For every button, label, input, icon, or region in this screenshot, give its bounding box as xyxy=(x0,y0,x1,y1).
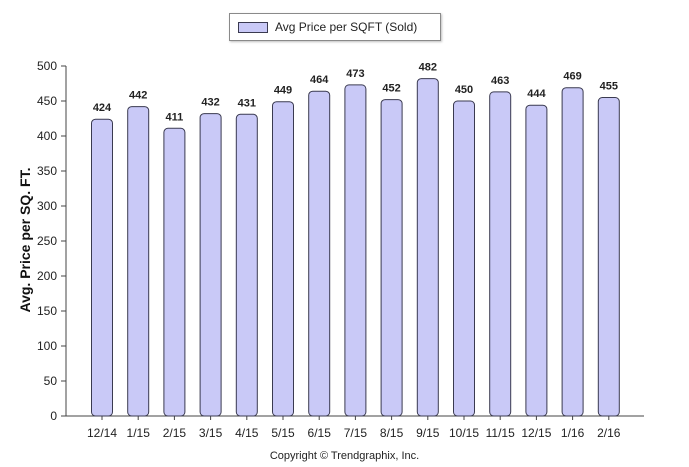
y-tick-label: 300 xyxy=(37,199,57,213)
bar xyxy=(380,99,403,417)
x-tick-label: 1/15 xyxy=(127,426,151,440)
bar xyxy=(235,113,258,417)
y-axis-label: Avg. Price per SQ. FT. xyxy=(17,167,33,313)
bar-value-label: 482 xyxy=(419,62,437,74)
bar xyxy=(453,100,475,417)
bar xyxy=(525,104,548,417)
chart-axes: 0 50 100 150 200 250 300 350 400 450 500 12/14 1/15 2… xyxy=(37,59,644,440)
bar-value-label: 463 xyxy=(491,75,509,87)
x-tick-label: 6/15 xyxy=(308,426,332,440)
x-tick-label: 10/15 xyxy=(449,426,479,440)
bar xyxy=(199,113,222,417)
y-tick-label: 200 xyxy=(37,269,57,283)
y-tick-label: 400 xyxy=(37,129,57,143)
x-tick-label: 8/15 xyxy=(380,426,404,440)
legend-swatch xyxy=(238,22,268,33)
y-tick-label: 450 xyxy=(37,94,57,108)
x-tick-label: 1/16 xyxy=(561,426,585,440)
legend: Avg Price per SQFT (Sold) xyxy=(229,13,441,41)
y-tick-label: 50 xyxy=(44,374,58,388)
bar-value-label: 442 xyxy=(129,90,147,102)
bar-value-label: 455 xyxy=(600,81,618,93)
y-tick-label: 0 xyxy=(50,409,57,423)
x-tick-label: 4/15 xyxy=(235,426,259,440)
y-tick-label: 500 xyxy=(37,59,57,73)
x-tick-label: 12/15 xyxy=(521,426,551,440)
bar-value-label: 464 xyxy=(310,74,329,86)
x-tick-label: 2/16 xyxy=(597,426,621,440)
y-tick-label: 350 xyxy=(37,164,57,178)
bar xyxy=(489,91,512,417)
bar-value-label: 452 xyxy=(382,83,400,95)
bar xyxy=(308,90,331,417)
bar xyxy=(91,118,113,417)
copyright-text: Copyright © Trendgraphix, Inc. xyxy=(269,450,420,462)
bar-value-label: 469 xyxy=(563,71,581,83)
chart-labels: 424 442 411 432 431 449 464 473 452 482 450 463 444 4… xyxy=(93,62,618,124)
chart-bars xyxy=(91,78,620,417)
bar xyxy=(163,127,186,417)
bar-value-label: 424 xyxy=(93,102,112,114)
bar-value-label: 411 xyxy=(166,111,184,123)
bar-value-label: 444 xyxy=(527,88,546,100)
bar-value-label: 473 xyxy=(346,68,364,80)
bar xyxy=(597,97,620,417)
bar-value-label: 450 xyxy=(455,84,473,96)
y-tick-label: 250 xyxy=(37,234,57,248)
legend-label: Avg Price per SQFT (Sold) xyxy=(275,20,418,34)
bar-value-label: 449 xyxy=(274,85,292,97)
bar xyxy=(416,78,439,417)
x-tick-label: 2/15 xyxy=(163,426,187,440)
bar xyxy=(127,106,150,417)
bar-value-label: 431 xyxy=(238,97,256,109)
x-tick-label: 11/15 xyxy=(486,426,515,440)
x-tick-label: 12/14 xyxy=(87,426,117,440)
x-tick-label: 9/15 xyxy=(416,426,440,440)
bar xyxy=(344,84,367,417)
x-tick-label: 7/15 xyxy=(344,426,368,440)
y-tick-label: 100 xyxy=(37,339,57,353)
x-tick-label: 5/15 xyxy=(271,426,295,440)
bar-value-label: 432 xyxy=(201,97,219,109)
x-tick-label: 3/15 xyxy=(199,426,223,440)
bar xyxy=(272,101,294,417)
bar xyxy=(561,87,584,417)
y-tick-label: 150 xyxy=(37,304,57,318)
